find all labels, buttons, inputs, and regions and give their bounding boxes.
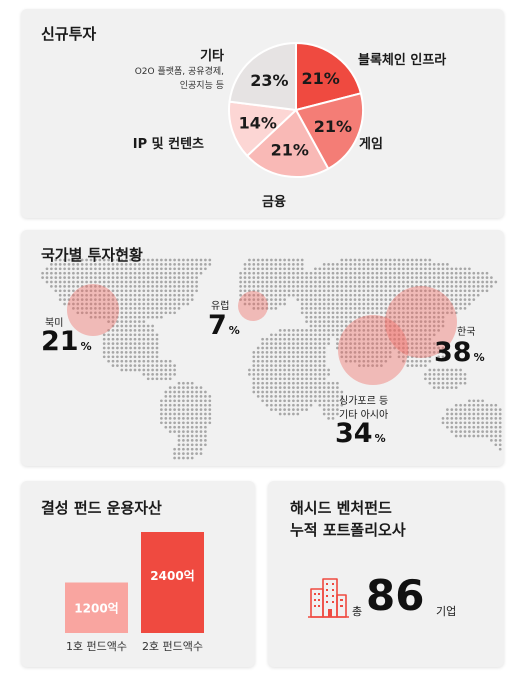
label-etc-desc-2: 인공지능 등 bbox=[179, 81, 224, 91]
portfolio-title-1: 해시드 벤처펀드 bbox=[290, 499, 392, 517]
world-map bbox=[41, 258, 502, 460]
pie-slice-label-2: 21% bbox=[271, 141, 309, 160]
label-etc-desc-1: O2O 플랫폼, 공유경제, bbox=[134, 67, 224, 77]
fund-assets-title: 결성 펀드 운용자산 bbox=[41, 499, 162, 517]
pie-slice-0 bbox=[295, 41, 363, 112]
fund-bar-value-1: 1200억 bbox=[74, 602, 118, 616]
bubble-north-america bbox=[67, 284, 119, 336]
fund-bar-chart: 1200억 1호 펀드액수 2400억 2호 펀드액수 bbox=[65, 532, 204, 653]
country-investment-title: 국가별 투자현황 bbox=[41, 246, 143, 264]
label-ip: IP 및 컨텐츠 bbox=[132, 137, 204, 152]
bubble-other-asia bbox=[338, 315, 408, 385]
pie-slice-1 bbox=[294, 92, 364, 171]
new-investment-card: 신규투자 21% 21% 21% 14% 23% 블록체인 인프라 게임 금융 IP 및… bbox=[21, 9, 504, 218]
map-dots bbox=[41, 258, 502, 460]
region-value-north-america: 21% bbox=[41, 326, 92, 357]
region-name-other-asia-1: 싱가포르 등 bbox=[339, 396, 389, 407]
region-name-north-america: 북미 bbox=[45, 318, 64, 329]
portfolio-count: 86 bbox=[366, 571, 425, 620]
pie-slice-label-0: 21% bbox=[301, 69, 339, 88]
pie-slice-label-4: 23% bbox=[250, 71, 288, 90]
investment-pie-chart: 21% 21% 21% 14% 23% bbox=[228, 41, 364, 178]
fund-assets-card: 결성 펀드 운용자산 1200억 1호 펀드액수 2400억 2호 펀드액수 bbox=[21, 481, 255, 667]
fund-bar-label-2: 2호 펀드액수 bbox=[142, 640, 203, 653]
pie-slice-2 bbox=[245, 108, 330, 178]
pie-slice-3 bbox=[228, 100, 299, 158]
region-value-other-asia: 34% bbox=[335, 418, 386, 449]
label-game: 게임 bbox=[359, 137, 383, 152]
fund-bar-1 bbox=[65, 582, 128, 633]
buildings-icon bbox=[308, 578, 349, 618]
portfolio-card: 해시드 벤처펀드 누적 포트폴리오사 총 86 기업 bbox=[268, 481, 504, 667]
pie-slice-label-1: 21% bbox=[314, 117, 352, 136]
portfolio-prefix: 총 bbox=[352, 605, 363, 618]
region-name-other-asia-2: 기타 아시아 bbox=[339, 410, 389, 421]
region-name-korea: 한국 bbox=[457, 327, 476, 338]
bubble-europe bbox=[238, 291, 268, 321]
label-etc: 기타 bbox=[200, 49, 224, 64]
region-value-europe: 7% bbox=[208, 310, 240, 341]
fund-bar-2 bbox=[141, 532, 204, 633]
country-investment-card: 국가별 투자현황 북미 21% 유럽 7% 한국 38% 싱가포르 등 기타 아… bbox=[21, 230, 504, 466]
fund-bar-label-1: 1호 펀드액수 bbox=[66, 640, 127, 653]
label-blockchain: 블록체인 인프라 bbox=[358, 53, 447, 68]
new-investment-title: 신규투자 bbox=[41, 25, 97, 43]
bubble-korea bbox=[385, 286, 457, 358]
portfolio-title-2: 누적 포트폴리오사 bbox=[290, 521, 406, 539]
region-name-europe: 유럽 bbox=[211, 301, 230, 312]
portfolio-suffix: 기업 bbox=[436, 605, 457, 618]
pie-slice-label-3: 14% bbox=[239, 113, 277, 132]
label-finance: 금융 bbox=[262, 195, 286, 210]
fund-bar-value-2: 2400억 bbox=[150, 569, 194, 583]
pie-slice-4 bbox=[228, 41, 297, 112]
region-value-korea: 38% bbox=[434, 337, 485, 368]
